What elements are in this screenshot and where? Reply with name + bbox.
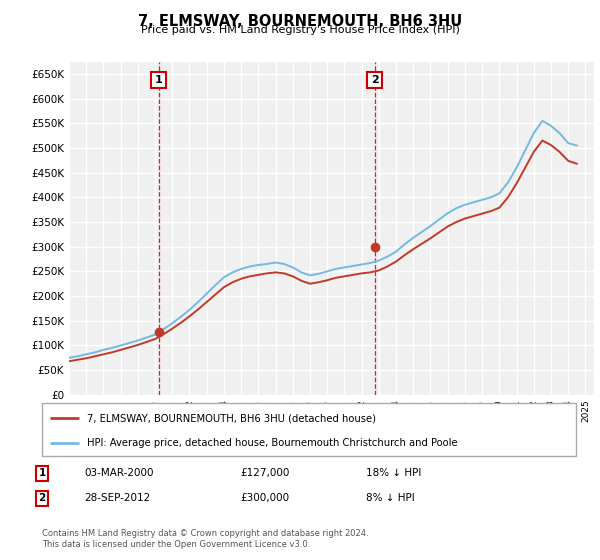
FancyBboxPatch shape: [42, 403, 576, 456]
Text: 03-MAR-2000: 03-MAR-2000: [84, 468, 154, 478]
Text: 7, ELMSWAY, BOURNEMOUTH, BH6 3HU (detached house): 7, ELMSWAY, BOURNEMOUTH, BH6 3HU (detach…: [88, 413, 376, 423]
Text: 18% ↓ HPI: 18% ↓ HPI: [366, 468, 421, 478]
Text: 2: 2: [38, 493, 46, 503]
Text: 1: 1: [155, 75, 163, 85]
Text: 2: 2: [371, 75, 379, 85]
Text: 28-SEP-2012: 28-SEP-2012: [84, 493, 150, 503]
Text: 7, ELMSWAY, BOURNEMOUTH, BH6 3HU: 7, ELMSWAY, BOURNEMOUTH, BH6 3HU: [138, 14, 462, 29]
Text: Contains HM Land Registry data © Crown copyright and database right 2024.
This d: Contains HM Land Registry data © Crown c…: [42, 529, 368, 549]
Text: £300,000: £300,000: [240, 493, 289, 503]
Text: Price paid vs. HM Land Registry's House Price Index (HPI): Price paid vs. HM Land Registry's House …: [140, 25, 460, 35]
Text: HPI: Average price, detached house, Bournemouth Christchurch and Poole: HPI: Average price, detached house, Bour…: [88, 438, 458, 448]
Text: £127,000: £127,000: [240, 468, 289, 478]
Text: 8% ↓ HPI: 8% ↓ HPI: [366, 493, 415, 503]
Text: 1: 1: [38, 468, 46, 478]
